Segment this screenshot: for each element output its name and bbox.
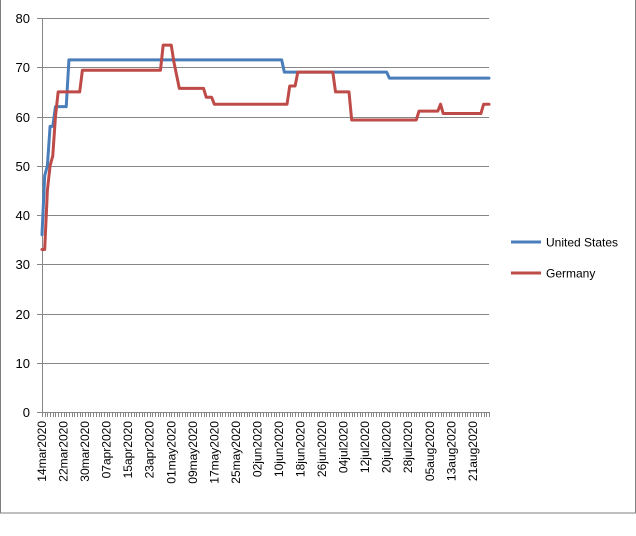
- legend: United States Germany: [511, 236, 618, 281]
- x-tick-label: 20jul2020: [380, 421, 394, 473]
- x-tick-label: 09may2020: [186, 421, 200, 484]
- x-tick-label: 04jul2020: [337, 421, 351, 473]
- x-tick-label: 14mar2020: [35, 421, 49, 482]
- y-tick-label: 10: [16, 356, 30, 371]
- y-tick-labels: 0 10 20 30 40 50 60 70 80: [16, 11, 30, 420]
- x-tick-label: 23apr2020: [143, 421, 157, 479]
- x-tick-label: 02jun2020: [250, 421, 264, 477]
- x-tick-label: 25may2020: [229, 421, 243, 484]
- y-tick-label: 30: [16, 257, 30, 272]
- x-tick-label: 15apr2020: [121, 421, 135, 479]
- legend-label: Germany: [546, 267, 595, 281]
- x-tick-labels: 14mar2020 22mar2020 30mar2020 07apr2020 15ap…: [35, 421, 480, 484]
- y-tick-label: 40: [16, 208, 30, 223]
- legend-label: United States: [546, 236, 618, 250]
- x-tick-label: 07apr2020: [100, 421, 114, 479]
- y-tick-label: 80: [16, 11, 30, 26]
- x-tick-label: 12jul2020: [358, 421, 372, 473]
- series-lines: [40, 43, 491, 251]
- y-tick-label: 70: [16, 60, 30, 75]
- y-tick-label: 50: [16, 159, 30, 174]
- y-tick-label: 0: [23, 405, 30, 420]
- x-tick-label: 22mar2020: [57, 421, 71, 482]
- x-tick-label: 13aug2020: [444, 421, 458, 481]
- x-tick-label: 28jul2020: [401, 421, 415, 473]
- x-tick-label: 26jun2020: [315, 421, 329, 477]
- x-tick-label: 17may2020: [207, 421, 221, 484]
- legend-item-germany: Germany: [511, 267, 595, 281]
- legend-item-united-states: United States: [511, 236, 618, 250]
- series-line-germany: [40, 43, 491, 251]
- gridlines: [42, 18, 489, 364]
- x-tick-label: 18jun2020: [294, 421, 308, 477]
- series-line-united-states: [40, 58, 491, 237]
- x-tick-label: 05aug2020: [423, 421, 437, 481]
- x-tick-label: 21aug2020: [466, 421, 480, 481]
- y-tick-label: 60: [16, 110, 30, 125]
- x-tick-label: 10jun2020: [272, 421, 286, 477]
- x-tick-label: 01may2020: [164, 421, 178, 484]
- x-tick-label: 30mar2020: [78, 421, 92, 482]
- y-tick-label: 20: [16, 307, 30, 322]
